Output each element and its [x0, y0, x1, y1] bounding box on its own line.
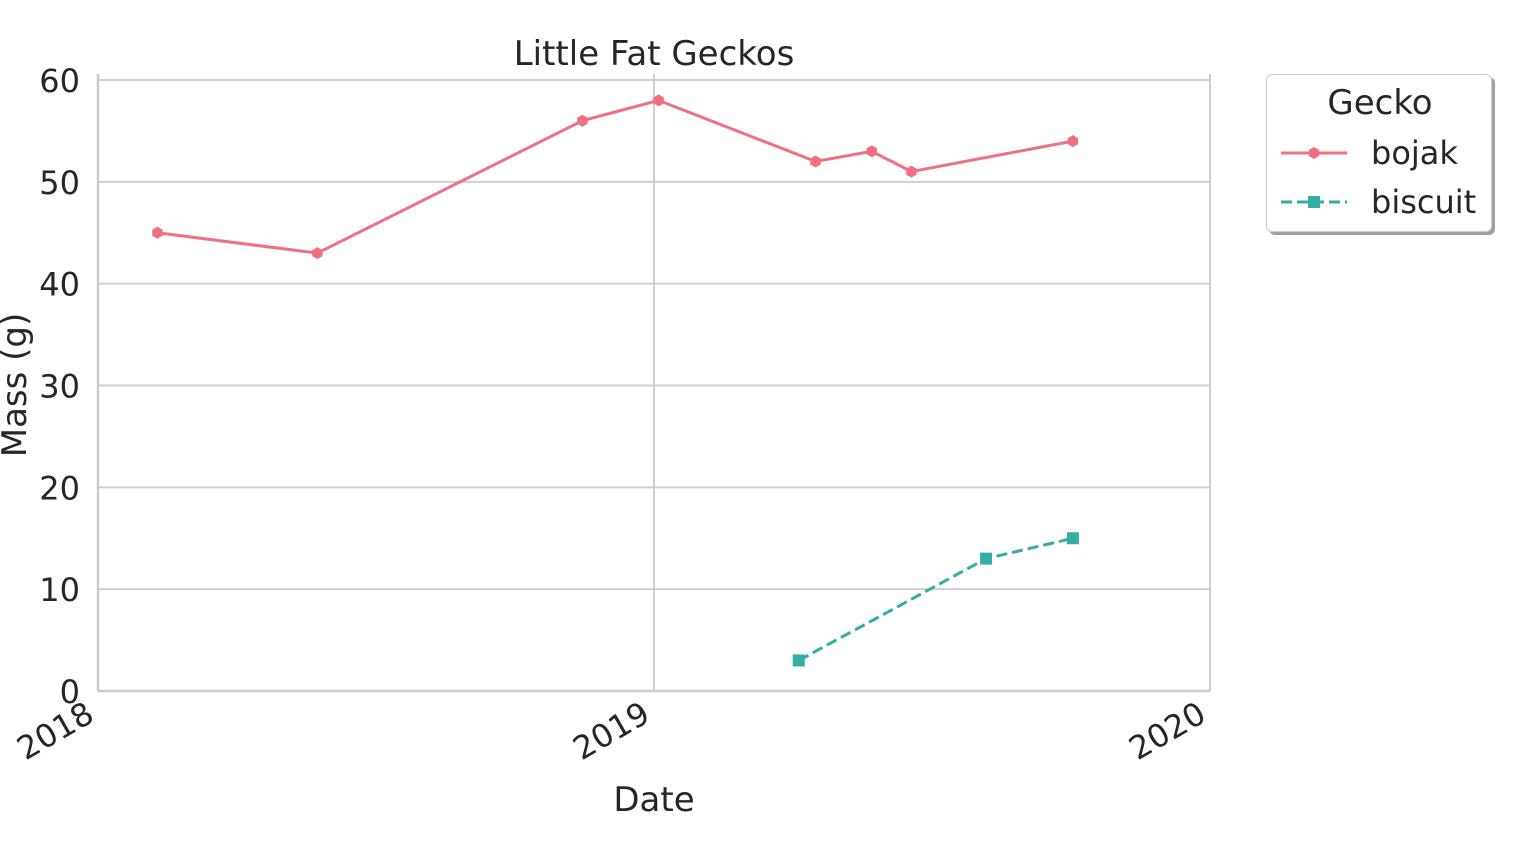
legend-swatch-bojak	[1281, 147, 1347, 159]
legend-item-bojak: bojak	[1279, 133, 1489, 173]
y-tick-label: 60	[39, 62, 80, 100]
series-bojak	[152, 94, 1079, 260]
series-layer	[152, 94, 1079, 667]
y-tick-label: 10	[39, 571, 80, 609]
legend: Gecko bojak biscuit	[1266, 74, 1492, 232]
x-axis-label: Date	[613, 780, 694, 820]
series-line-biscuit	[797, 536, 1074, 662]
x-tick-label: 2019	[566, 694, 656, 768]
data-point-biscuit	[1066, 532, 1079, 545]
legend-label-biscuit: biscuit	[1371, 183, 1477, 221]
data-point-bojak	[810, 155, 821, 168]
data-point-bojak	[906, 165, 917, 178]
chart-title: Little Fat Geckos	[514, 34, 795, 74]
data-point-bojak	[577, 114, 588, 127]
y-tick-label: 40	[39, 266, 80, 304]
y-tick-label: 30	[39, 368, 80, 406]
series-biscuit	[792, 532, 1079, 667]
data-point-bojak	[152, 226, 163, 239]
data-point-bojak	[312, 247, 323, 260]
data-point-bojak	[1067, 135, 1079, 148]
data-point-bojak	[653, 94, 664, 107]
legend-title: Gecko	[1327, 83, 1433, 123]
y-tick-label: 20	[39, 469, 80, 507]
data-point-biscuit	[980, 552, 993, 565]
x-tick-label: 2018	[10, 694, 100, 768]
data-point-bojak	[866, 145, 877, 158]
legend-label-bojak: bojak	[1371, 134, 1458, 172]
legend-swatch-biscuit	[1281, 196, 1347, 208]
data-point-biscuit	[792, 654, 805, 667]
y-tick-label: 50	[39, 164, 80, 202]
legend-item-biscuit: biscuit	[1279, 182, 1489, 222]
grid-lines	[97, 74, 1211, 692]
tick-labels: 0 10 20 30 40 50 60 2018 2019 2020	[10, 62, 1212, 768]
y-tick-label: 0	[60, 673, 80, 711]
y-axis-label: Mass (g)	[0, 313, 35, 458]
series-line-bojak	[157, 98, 1074, 255]
x-tick-label: 2020	[1122, 694, 1212, 768]
axes	[96, 74, 1210, 693]
